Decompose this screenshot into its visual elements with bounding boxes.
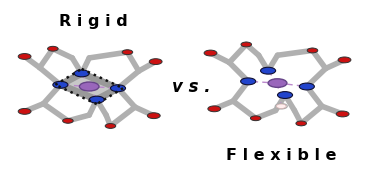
Circle shape (48, 46, 58, 51)
Circle shape (149, 59, 162, 65)
Circle shape (122, 50, 133, 54)
Text: v s .: v s . (172, 78, 210, 95)
Circle shape (147, 113, 160, 119)
Circle shape (204, 50, 217, 56)
Circle shape (296, 121, 307, 126)
Text: F l e x i b l e: F l e x i b l e (226, 148, 336, 163)
Circle shape (18, 108, 31, 114)
Circle shape (110, 85, 125, 92)
Circle shape (241, 42, 251, 47)
Circle shape (79, 82, 99, 91)
Circle shape (251, 116, 261, 121)
Circle shape (74, 70, 89, 77)
Circle shape (268, 79, 287, 87)
Polygon shape (60, 73, 118, 100)
Circle shape (275, 103, 287, 109)
Circle shape (208, 106, 221, 112)
Circle shape (105, 124, 116, 128)
Circle shape (307, 48, 318, 53)
Text: R i g i d: R i g i d (59, 14, 127, 29)
Circle shape (336, 111, 349, 117)
Circle shape (260, 67, 276, 74)
Circle shape (241, 78, 256, 85)
Circle shape (299, 83, 314, 90)
Circle shape (18, 54, 31, 59)
Circle shape (89, 96, 104, 103)
Circle shape (53, 81, 68, 88)
Circle shape (63, 119, 73, 123)
Circle shape (276, 104, 286, 108)
Circle shape (277, 92, 293, 98)
Circle shape (338, 57, 351, 63)
